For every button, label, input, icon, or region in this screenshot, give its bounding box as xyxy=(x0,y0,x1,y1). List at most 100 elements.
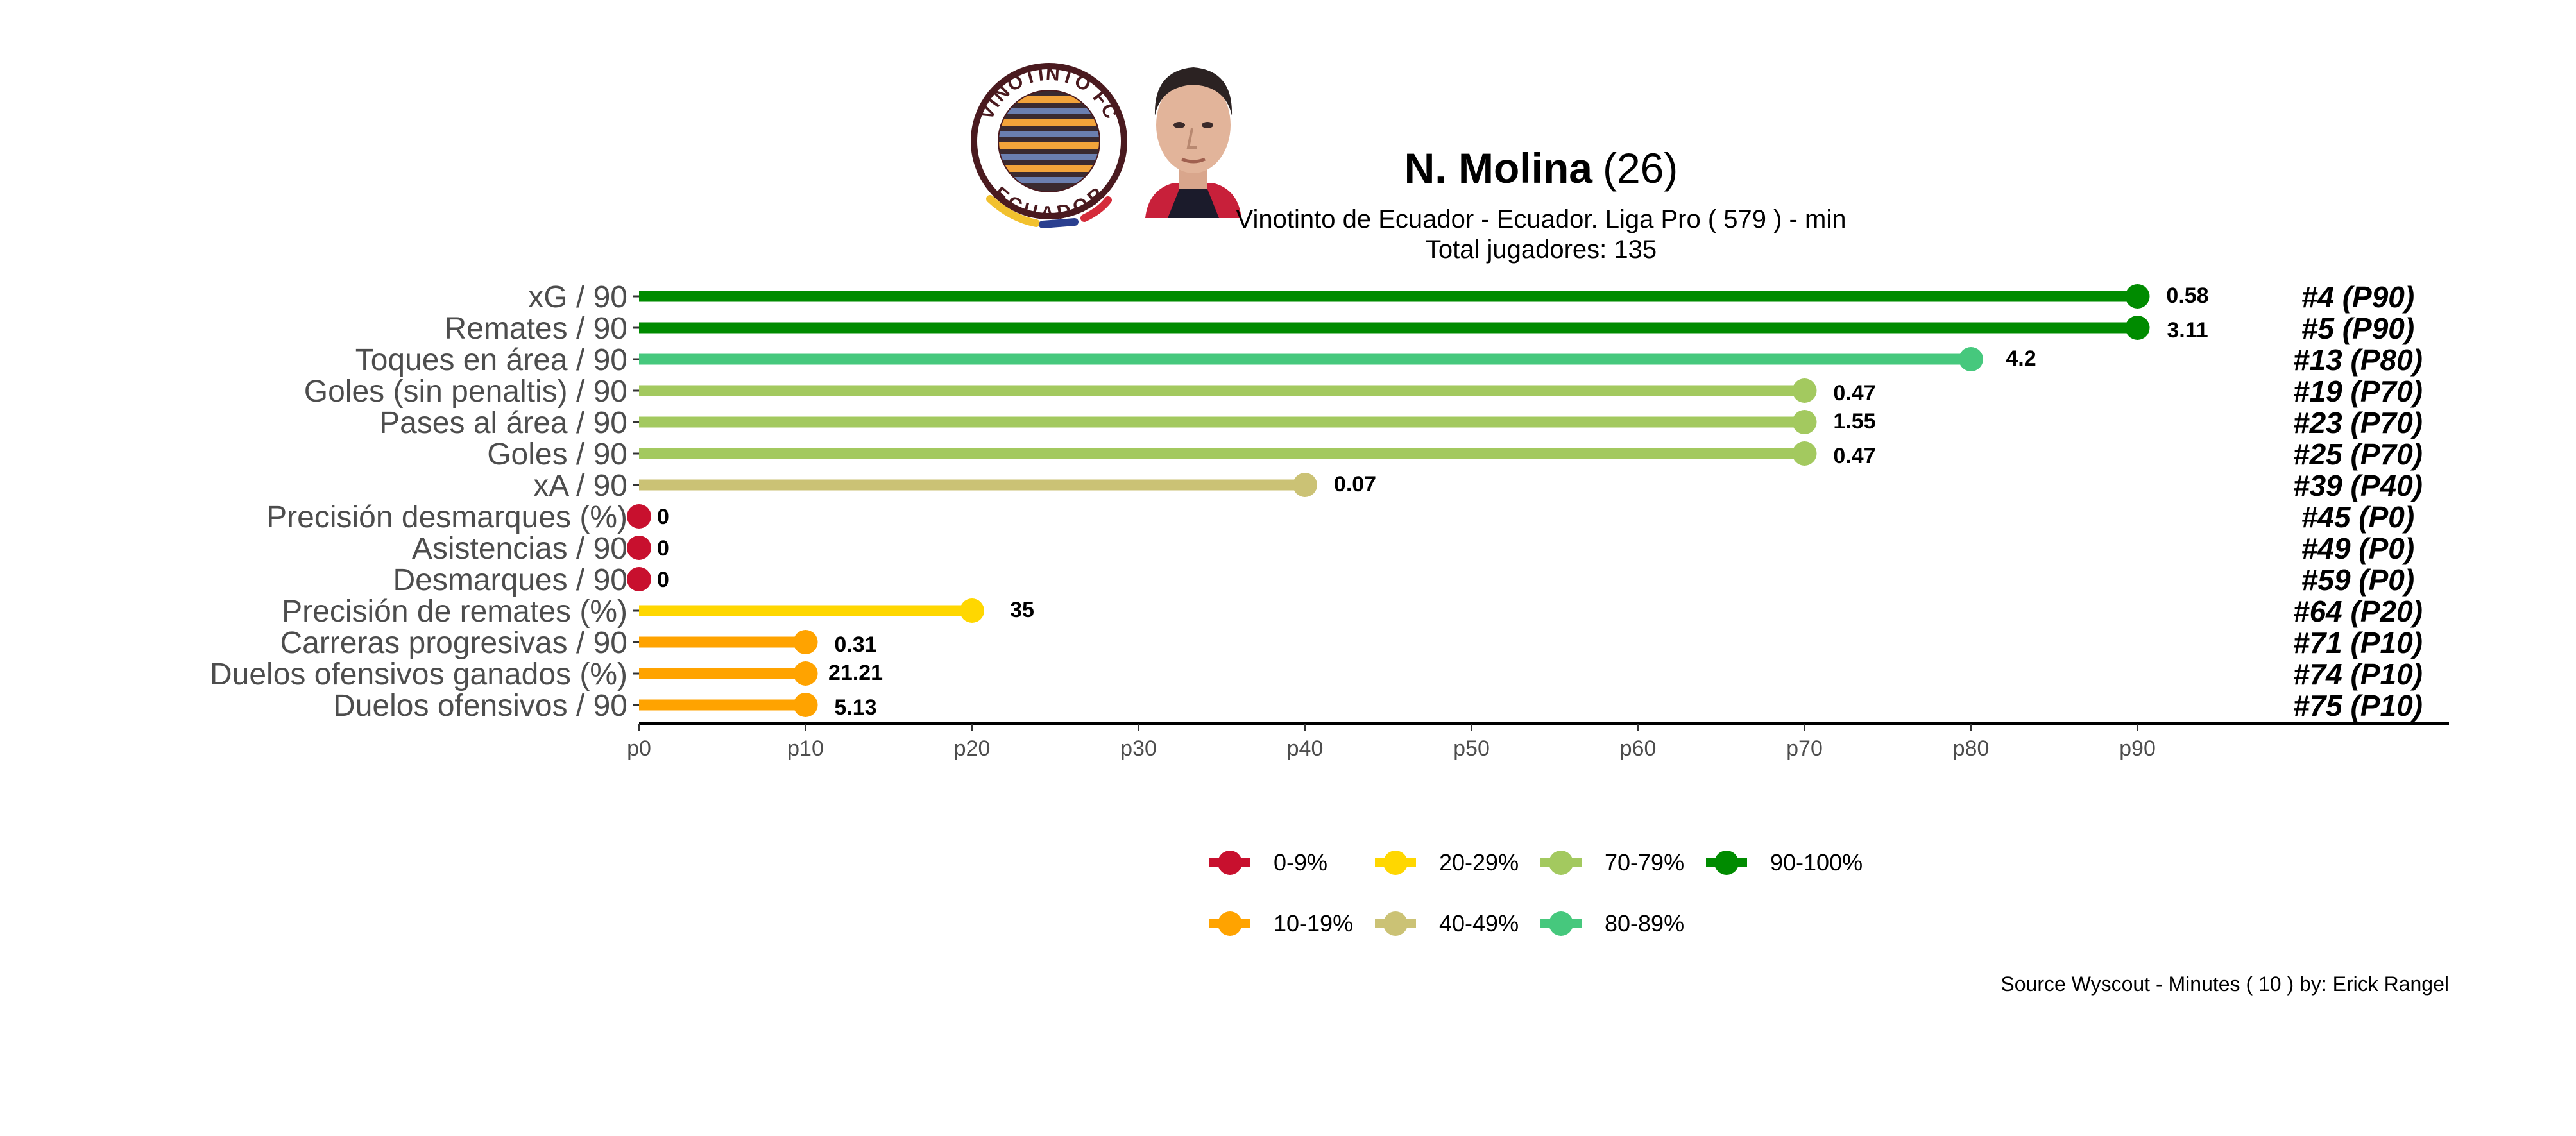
value-label: 35 xyxy=(1010,598,1034,622)
x-tick-label: p40 xyxy=(1287,736,1324,761)
metric-label: Toques en área / 90 xyxy=(355,343,627,377)
legend-item: 10-19% xyxy=(1209,910,1353,937)
legend-swatch-dot xyxy=(1383,911,1408,936)
lollipop-dot xyxy=(627,536,651,560)
legend-label: 70-79% xyxy=(1605,849,1684,876)
rank-label: #71 (P10) xyxy=(2293,626,2423,659)
x-tick-label: p0 xyxy=(627,736,651,761)
rank-label: #74 (P10) xyxy=(2293,657,2423,691)
metric-label: Precisión de remates (%) xyxy=(282,595,627,629)
lollipop-dot xyxy=(1792,410,1817,434)
metric-label: Carreras progresivas / 90 xyxy=(280,626,627,660)
rank-label: #39 (P40) xyxy=(2293,469,2423,502)
metric-label: Desmarques / 90 xyxy=(393,563,627,597)
x-tick-label: p10 xyxy=(787,736,824,761)
metric-row: Duelos ofensivos ganados (%) 21.21 #74 (P1… xyxy=(210,657,2423,691)
rank-label: #4 (P90) xyxy=(2301,280,2414,314)
rank-label: #25 (P70) xyxy=(2293,437,2423,471)
lollipop-series: xG / 90 0.58 #4 (P90) Remates / 90 3.11 #5 (P… xyxy=(210,280,2423,723)
metric-row: Pases al área / 90 1.55 #23 (P70) xyxy=(379,406,2423,440)
value-label: 0 xyxy=(657,536,669,561)
metric-row: Goles (sin penaltis) / 90 0.47 #19 (P70) xyxy=(304,375,2423,409)
legend-swatch-dot xyxy=(1218,851,1242,875)
metric-label: Pases al área / 90 xyxy=(379,406,627,440)
metric-row: Asistencias / 90 0 #49 (P0) xyxy=(412,532,2414,566)
value-label: 21.21 xyxy=(828,661,883,685)
metric-label: xG / 90 xyxy=(528,280,627,314)
metric-row: Precisión de remates (%) 35 #64 (P20) xyxy=(282,595,2423,629)
legend-swatch-dot xyxy=(1714,851,1739,875)
rank-label: #75 (P10) xyxy=(2293,689,2423,722)
x-tick-label: p30 xyxy=(1120,736,1157,761)
legend-swatch-dot xyxy=(1218,911,1242,936)
metric-label: Precisión desmarques (%) xyxy=(266,500,627,534)
value-label: 4.2 xyxy=(2006,346,2036,371)
x-tick-label: p80 xyxy=(1953,736,1990,761)
legend-label: 20-29% xyxy=(1439,849,1519,876)
value-label: 5.13 xyxy=(834,695,876,720)
metric-label: Asistencias / 90 xyxy=(412,532,627,566)
x-axis: p0 p10 p20 p30 p40 p50 p60 p70 p80 p90 xyxy=(627,722,2449,761)
metric-label: Duelos ofensivos / 90 xyxy=(333,689,627,723)
lollipop-dot xyxy=(2125,284,2150,309)
x-tick-label: p90 xyxy=(2119,736,2156,761)
lollipop-dot xyxy=(627,567,651,591)
legend: 0-9% 10-19% 20-29% 40-49% 70-79% 80-89% 90-100… xyxy=(1209,849,1863,937)
metric-row: Toques en área / 90 4.2 #13 (P80) xyxy=(355,343,2423,377)
legend-item: 0-9% xyxy=(1209,849,1327,876)
lollipop-dot xyxy=(793,630,818,654)
metric-row: Duelos ofensivos / 90 5.13 #75 (P10) xyxy=(333,689,2423,723)
metric-row: xG / 90 0.58 #4 (P90) xyxy=(528,280,2414,314)
rank-label: #49 (P0) xyxy=(2301,532,2414,565)
lollipop-dot xyxy=(1792,378,1817,403)
legend-swatch-dot xyxy=(1549,911,1573,936)
metric-label: Duelos ofensivos ganados (%) xyxy=(210,657,627,691)
player-name: N. Molina xyxy=(1404,144,1594,192)
legend-label: 10-19% xyxy=(1274,910,1353,937)
legend-item: 80-89% xyxy=(1540,910,1684,937)
club-logo: VINOTINTO FC ECUADOR xyxy=(971,63,1127,228)
x-tick-label: p20 xyxy=(954,736,991,761)
subtitle-total-players: Total jugadores: 135 xyxy=(1426,235,1657,264)
x-tick-label: p50 xyxy=(1453,736,1490,761)
value-label: 0.07 xyxy=(1334,472,1376,496)
metric-row: xA / 90 0.07 #39 (P40) xyxy=(533,469,2423,503)
lollipop-dot xyxy=(960,598,984,623)
lollipop-dot xyxy=(1293,473,1317,497)
rank-label: #59 (P0) xyxy=(2301,563,2414,597)
rank-label: #45 (P0) xyxy=(2301,500,2414,534)
metric-label: Goles (sin penaltis) / 90 xyxy=(304,375,627,409)
metric-row: Remates / 90 3.11 #5 (P90) xyxy=(445,312,2415,346)
metric-label: Goles / 90 xyxy=(487,437,627,471)
metric-row: Desmarques / 90 0 #59 (P0) xyxy=(393,563,2414,597)
metric-row: Carreras progresivas / 90 0.31 #71 (P10) xyxy=(280,626,2423,660)
value-label: 1.55 xyxy=(1833,409,1875,434)
rank-label: #64 (P20) xyxy=(2293,595,2423,628)
legend-item: 90-100% xyxy=(1706,849,1863,876)
lollipop-dot xyxy=(2125,316,2150,340)
rank-label: #23 (P70) xyxy=(2293,406,2423,439)
lollipop-dot xyxy=(1959,347,1983,371)
legend-label: 40-49% xyxy=(1439,910,1519,937)
value-label: 0 xyxy=(657,568,669,592)
x-tick-label: p70 xyxy=(1786,736,1823,761)
legend-swatch-dot xyxy=(1383,851,1408,875)
metric-row: Goles / 90 0.47 #25 (P70) xyxy=(487,437,2423,471)
subtitle-league: Vinotinto de Ecuador - Ecuador. Liga Pro… xyxy=(1236,205,1847,233)
legend-item: 40-49% xyxy=(1375,910,1519,937)
x-tick-label: p60 xyxy=(1620,736,1657,761)
metric-row: Precisión desmarques (%) 0 #45 (P0) xyxy=(266,500,2414,534)
value-label: 3.11 xyxy=(2167,318,2208,343)
player-title: N. Molina (26) xyxy=(1404,144,1678,192)
lollipop-dot xyxy=(627,504,651,529)
lollipop-dot xyxy=(793,693,818,717)
rank-label: #5 (P90) xyxy=(2301,312,2414,345)
legend-label: 90-100% xyxy=(1770,849,1863,876)
rank-label: #13 (P80) xyxy=(2293,343,2423,377)
legend-label: 80-89% xyxy=(1605,910,1684,937)
legend-label: 0-9% xyxy=(1274,849,1327,876)
player-photo xyxy=(1145,67,1241,218)
legend-item: 70-79% xyxy=(1540,849,1684,876)
legend-swatch-dot xyxy=(1549,851,1573,875)
rank-label: #19 (P70) xyxy=(2293,375,2423,408)
